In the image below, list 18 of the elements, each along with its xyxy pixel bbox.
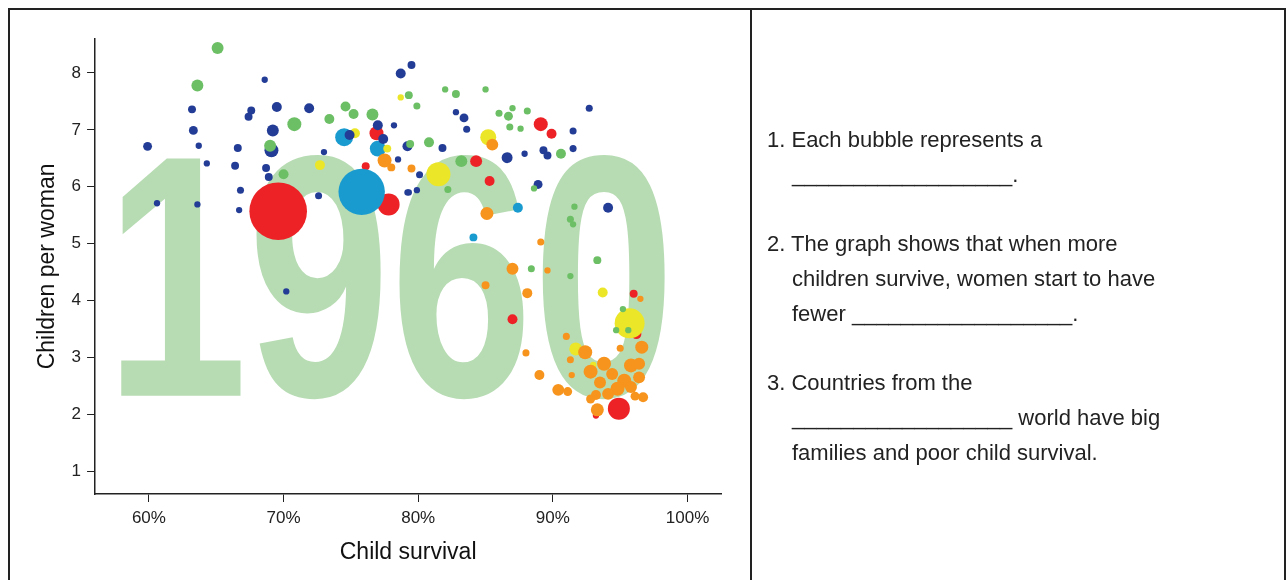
text: 2. The graph shows that when more children survive, women start to have fewer __________________.	[766, 230, 1157, 328]
x-tick-label: 90%	[535, 507, 570, 527]
text: 1. Each bubble represents a __________________.	[766, 126, 1044, 189]
y-axis-title: Children per woman	[33, 163, 60, 370]
y-tick-label: 6	[71, 176, 82, 196]
y-tick-label: 7	[71, 119, 82, 139]
text: 3. Countries from the __________________ world have big families and poor child survival.	[766, 369, 1162, 467]
x-tick-label: 70%	[266, 507, 301, 527]
x-tick-label: 100%	[665, 507, 710, 527]
y-tick-label: 3	[71, 347, 82, 367]
x-tick-label: 60%	[131, 507, 166, 527]
y-tick-label: 2	[71, 404, 82, 424]
y-tick-label: 8	[71, 62, 82, 82]
x-tick-label: 80%	[401, 507, 436, 527]
y-tick-label: 4	[71, 290, 82, 310]
x-axis-title: Child survival	[339, 537, 477, 564]
y-tick-label: 5	[71, 233, 82, 253]
y-tick-label: 1	[71, 460, 82, 480]
